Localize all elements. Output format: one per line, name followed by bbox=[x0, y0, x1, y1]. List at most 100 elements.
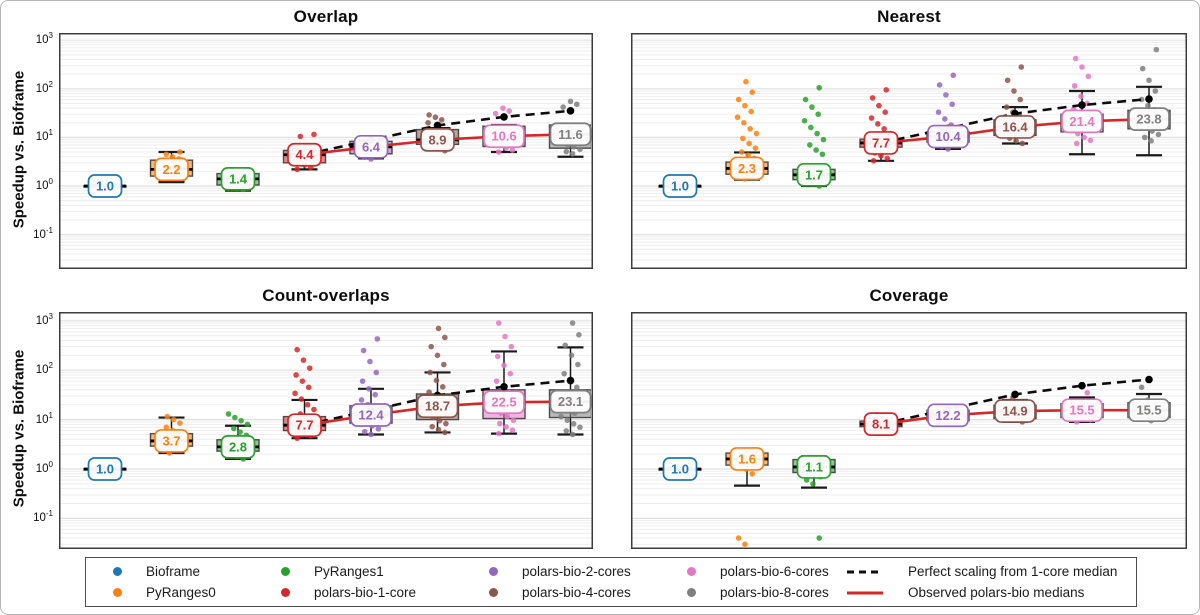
svg-text:2.8: 2.8 bbox=[229, 439, 247, 454]
svg-text:14.9: 14.9 bbox=[1002, 404, 1027, 419]
svg-text:10.4: 10.4 bbox=[935, 129, 961, 144]
perfect-scaling-point bbox=[1145, 95, 1153, 103]
panel-title-count-overlaps: Count-overlaps bbox=[262, 286, 390, 305]
median-label-polars-bio-4-cores: 14.9 bbox=[994, 399, 1036, 423]
median-label-polars-bio-2-cores: 12.4 bbox=[350, 403, 392, 427]
median-label-pyranges1: 1.4 bbox=[220, 167, 256, 191]
legend-dashed-line-icon bbox=[847, 570, 883, 573]
median-label-bioframe: 1.0 bbox=[87, 457, 123, 481]
legend-dot-icon bbox=[687, 588, 696, 597]
perfect-scaling-point bbox=[1011, 390, 1019, 399]
y-tick-label: 100 bbox=[35, 177, 53, 192]
svg-text:1.4: 1.4 bbox=[229, 171, 248, 186]
svg-text:1.0: 1.0 bbox=[96, 462, 114, 477]
svg-text:7.7: 7.7 bbox=[872, 135, 890, 150]
legend-item-polars-bio-1-core: polars-bio-1-core bbox=[278, 585, 486, 600]
perfect-scaling-point bbox=[433, 121, 442, 130]
legend-label: Observed polars-bio medians bbox=[908, 585, 1085, 600]
plot-count-overlaps: 1.0 3.7 2.8 7.7 12.4 18.7 22.5 23.1 bbox=[59, 312, 593, 549]
perfect-scaling-point bbox=[1145, 375, 1153, 384]
legend-dot-icon bbox=[687, 567, 696, 576]
svg-text:1.7: 1.7 bbox=[805, 167, 823, 182]
panel-title-nearest: Nearest bbox=[877, 7, 941, 26]
median-label-bioframe: 1.0 bbox=[662, 174, 698, 198]
median-label-bioframe: 1.0 bbox=[87, 174, 123, 198]
legend-dot-icon bbox=[489, 588, 498, 597]
legend-label: Perfect scaling from 1-core median bbox=[908, 564, 1118, 579]
legend-solid-line-icon bbox=[847, 591, 883, 594]
perfect-scaling-point bbox=[500, 382, 508, 391]
median-label-polars-bio-6-cores: 21.4 bbox=[1061, 109, 1103, 134]
legend-item-polars-bio-4-cores: polars-bio-4-cores bbox=[486, 585, 684, 600]
y-tick-label: 10-1 bbox=[33, 509, 53, 525]
svg-text:1.1: 1.1 bbox=[805, 459, 823, 474]
median-label-bioframe: 1.0 bbox=[662, 457, 698, 481]
legend-item-polars-bio-8-cores: polars-bio-8-cores bbox=[684, 585, 846, 600]
y-tick-label: 101 bbox=[35, 128, 53, 144]
svg-text:8.1: 8.1 bbox=[872, 417, 890, 432]
median-label-polars-bio-4-cores: 16.4 bbox=[994, 115, 1036, 139]
perfect-scaling-point bbox=[566, 376, 575, 385]
svg-text:15.5: 15.5 bbox=[1136, 403, 1161, 418]
perfect-scaling-point bbox=[1078, 101, 1086, 109]
y-tick-label: 103 bbox=[35, 311, 53, 327]
panel-nearest: 1.0 2.3 1.7 7.7 10.4 16.4 21.4 23.8 bbox=[631, 33, 1187, 269]
median-label-polars-bio-1-core: 7.7 bbox=[863, 131, 899, 155]
svg-text:1.0: 1.0 bbox=[671, 179, 689, 194]
median-label-polars-bio-6-cores: 22.5 bbox=[483, 390, 525, 415]
panel-count-overlaps: 1.0 3.7 2.8 7.7 12.4 18.7 22.5 23.1 bbox=[59, 312, 593, 549]
legend-item-polars-bio-2-cores: polars-bio-2-cores bbox=[486, 564, 684, 579]
svg-text:18.7: 18.7 bbox=[425, 399, 450, 414]
perfect-scaling-point bbox=[566, 107, 575, 115]
legend-dot-icon bbox=[281, 588, 290, 597]
svg-text:12.4: 12.4 bbox=[358, 407, 384, 422]
median-label-pyranges0: 2.2 bbox=[154, 157, 189, 182]
legend-item-pyranges0: PyRanges0 bbox=[110, 585, 278, 600]
gridlines bbox=[632, 39, 1186, 261]
svg-text:12.2: 12.2 bbox=[935, 408, 960, 423]
median-label-pyranges0: 3.7 bbox=[154, 429, 189, 453]
legend-label: polars-bio-4-cores bbox=[522, 585, 631, 600]
legend-label: polars-bio-6-cores bbox=[720, 564, 829, 579]
median-label-pyranges1: 1.1 bbox=[796, 455, 832, 479]
median-label-polars-bio-6-cores: 10.6 bbox=[483, 124, 525, 149]
legend: Bioframe PyRanges0 PyRanges1 polars-bio-1-c… bbox=[85, 557, 1137, 607]
legend-item-pyranges1: PyRanges1 bbox=[278, 564, 486, 579]
svg-text:6.4: 6.4 bbox=[362, 139, 381, 154]
median-label-polars-bio-8-cores: 23.1 bbox=[549, 389, 592, 414]
legend-dot-icon bbox=[113, 567, 122, 576]
median-label-polars-bio-1-core: 4.4 bbox=[287, 142, 322, 167]
panel-title-coverage: Coverage bbox=[869, 286, 949, 305]
svg-text:2.2: 2.2 bbox=[162, 162, 180, 177]
svg-text:11.6: 11.6 bbox=[558, 127, 583, 142]
gridlines bbox=[60, 39, 592, 261]
svg-text:3.7: 3.7 bbox=[162, 433, 180, 448]
svg-text:23.8: 23.8 bbox=[1136, 112, 1161, 127]
svg-text:8.9: 8.9 bbox=[428, 132, 446, 147]
median-label-polars-bio-4-cores: 8.9 bbox=[420, 128, 455, 152]
y-tick-label: 10-1 bbox=[33, 225, 53, 241]
legend-label: PyRanges1 bbox=[314, 564, 384, 579]
svg-text:1.6: 1.6 bbox=[738, 451, 756, 466]
median-label-polars-bio-8-cores: 23.8 bbox=[1128, 107, 1170, 131]
y-tick-label: 101 bbox=[35, 410, 53, 426]
svg-text:23.1: 23.1 bbox=[558, 394, 583, 409]
legend-label: polars-bio-8-cores bbox=[720, 585, 829, 600]
panel-overlap: 1.0 2.2 1.4 4.4 6.4 8.9 10.6 11.6 bbox=[59, 33, 593, 269]
median-label-polars-bio-8-cores: 15.5 bbox=[1128, 398, 1170, 423]
legend-label: PyRanges0 bbox=[146, 585, 216, 600]
plot-overlap: 1.0 2.2 1.4 4.4 6.4 8.9 10.6 11.6 bbox=[59, 33, 593, 269]
gridlines bbox=[632, 320, 1186, 545]
median-label-polars-bio-1-core: 7.7 bbox=[287, 413, 322, 438]
svg-text:16.4: 16.4 bbox=[1002, 119, 1028, 134]
perfect-scaling-point bbox=[500, 113, 508, 121]
legend-label: Bioframe bbox=[146, 564, 201, 579]
median-label-polars-bio-1-core: 8.1 bbox=[863, 412, 899, 436]
svg-text:1.0: 1.0 bbox=[671, 462, 689, 477]
legend-dot-icon bbox=[113, 588, 122, 597]
y-tick-label: 102 bbox=[35, 79, 53, 95]
median-label-polars-bio-6-cores: 15.5 bbox=[1061, 398, 1103, 423]
legend-label: polars-bio-1-core bbox=[314, 585, 417, 600]
legend-dot-icon bbox=[489, 567, 498, 576]
legend-item-observed-polars-bio-medians: Observed polars-bio medians bbox=[846, 585, 1128, 600]
